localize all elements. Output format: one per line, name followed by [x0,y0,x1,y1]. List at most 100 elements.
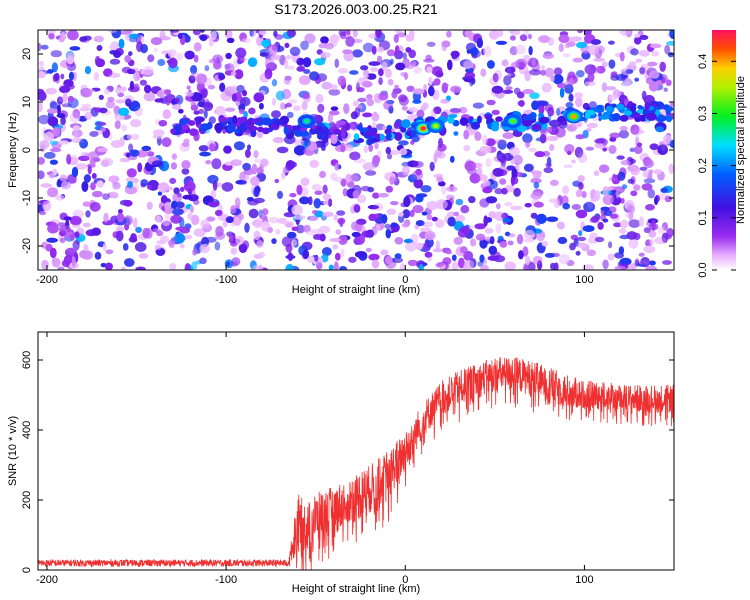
heatmap-cell [356,87,365,93]
heatmap-cell [363,145,368,154]
heatmap-cell [123,200,133,207]
heatmap-cell [549,144,555,151]
heatmap-cell [436,151,446,159]
heatmap-cell [74,231,80,238]
heatmap-cell [81,250,93,260]
signal-track-cell [665,115,673,123]
heatmap-cell [567,150,572,155]
heatmap-cell [351,231,361,238]
heatmap-cell [487,60,495,69]
heatmap-cell [39,210,47,216]
heatmap-cell [620,219,629,229]
heatmap-cell [516,234,524,245]
heatmap-cell [531,57,536,67]
heatmap-cell [311,183,322,191]
signal-track-cell [233,129,240,134]
signal-track-cell [484,113,493,119]
heatmap-cell [141,145,152,152]
heatmap-cell [429,161,435,172]
heatmap-cell [639,67,646,75]
y-tick-label: 10 [21,96,33,108]
heatmap-cell [57,96,64,105]
heatmap-cell [170,214,182,224]
heatmap-cell [102,243,107,251]
heatmap-cell [276,146,289,154]
heatmap-cell [510,205,523,211]
heatmap-cell [354,251,367,258]
heatmap-cell [117,92,124,98]
heatmap-cell [426,200,439,211]
heatmap-cell [367,205,379,210]
heatmap-cell [123,30,133,34]
heatmap-cell [95,121,107,126]
y-tick-label: -10 [21,190,33,206]
heatmap-cell [137,162,143,173]
heatmap-cell [438,181,446,187]
heatmap-cell [333,261,339,270]
heatmap-cell [590,39,602,45]
heatmap-cell [79,107,91,112]
heatmap-cell [563,164,573,169]
heatmap-cell [608,59,616,69]
heatmap-cell [320,51,331,59]
heatmap-cell [609,132,621,139]
heatmap-cell [585,146,595,151]
heatmap-cell [108,175,120,183]
heatmap-cell [207,174,219,184]
heatmap-cell [113,50,122,58]
heatmap-cell [394,84,399,90]
heatmap-cell [398,212,404,217]
heatmap-cell [509,35,516,41]
heatmap-cell [331,84,338,90]
heatmap-cell [618,246,625,255]
heatmap-cell [85,210,91,218]
signal-track-cell [180,118,189,125]
heatmap-cell [366,98,374,107]
heatmap-cell [46,108,58,114]
heatmap-cell [395,45,400,56]
heatmap-cell [280,102,286,110]
heatmap-cell [219,82,226,92]
heatmap-cell [307,255,315,263]
heatmap-cell [550,179,559,186]
heatmap-cell [271,97,276,107]
heatmap-cell [41,259,49,270]
heatmap-cell [261,208,269,216]
heatmap-cell [657,144,668,155]
heatmap-cell [582,225,595,232]
heatmap-cell [568,93,574,102]
heatmap-cell [655,126,664,133]
heatmap-cell [352,30,358,38]
heatmap-cell [83,35,92,41]
signal-track-cell [447,114,458,119]
heatmap-cell [602,194,614,206]
heatmap-cell [576,70,585,78]
heatmap-cell [104,89,110,95]
x-tick-label: 100 [575,274,593,286]
heatmap-cell [464,160,476,172]
heatmap-cell [294,139,302,146]
heatmap-cell [562,185,569,195]
heatmap-cell [398,95,409,106]
heatmap-cell [265,62,277,71]
heatmap-cell [578,230,583,237]
heatmap-cell [487,255,499,261]
heatmap-cell [303,224,311,233]
heatmap-cell [91,227,101,236]
heatmap-cell [374,142,379,150]
heatmap-cell [58,140,69,145]
heatmap-cell [517,100,525,107]
heatmap-cell [201,88,208,99]
heatmap-cell [378,77,383,85]
heatmap-cell [42,200,52,212]
heatmap-cell [666,40,674,46]
y-tick-label: 0 [21,567,33,573]
heatmap-cell [287,65,295,70]
heatmap-cell [365,247,372,253]
signal-track-cell [206,121,213,130]
heatmap-cell [412,61,417,67]
heatmap-cell [254,158,262,163]
colorbar-tick-label: 0.0 [697,262,709,277]
heatmap-cell [455,198,464,206]
heatmap-cell [408,30,415,39]
